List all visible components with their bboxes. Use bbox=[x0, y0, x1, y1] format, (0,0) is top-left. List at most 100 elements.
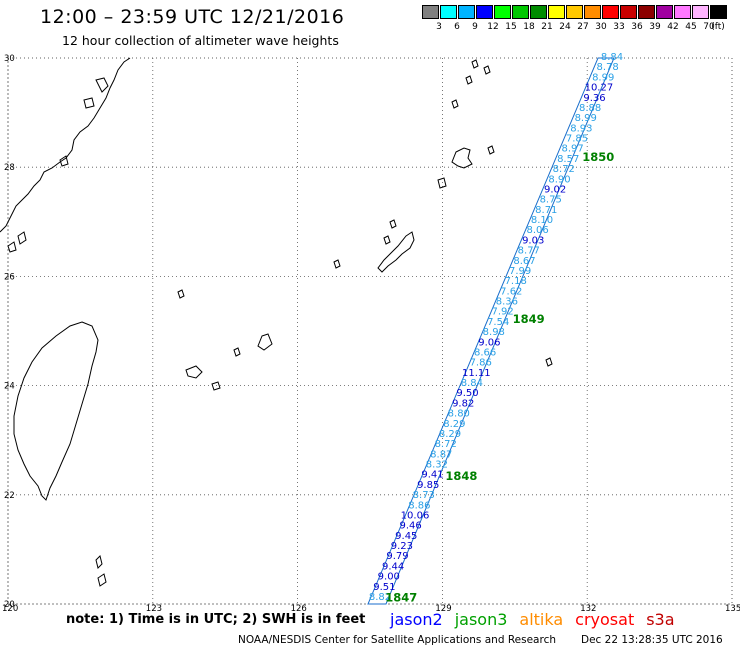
map-subtitle: 12 hour collection of altimeter wave hei… bbox=[62, 33, 339, 48]
legend-value-label: 45 bbox=[685, 22, 697, 32]
tokunoshima-island bbox=[437, 177, 447, 189]
wave-height-value: 9.44 bbox=[382, 561, 404, 572]
wave-height-readings: 8.848.788.9910.279.368.888.998.937.858.9… bbox=[369, 52, 623, 604]
legend-value-label: 42 bbox=[667, 22, 679, 32]
satellite-key: jason2 jason3 altika cryosat s3a bbox=[390, 610, 687, 629]
legend-swatch bbox=[692, 5, 709, 19]
satellite-name-jason2: jason2 bbox=[390, 610, 443, 629]
wave-height-value: 9.50 bbox=[456, 388, 478, 399]
legend-swatch bbox=[584, 5, 601, 19]
small-island-a bbox=[333, 219, 397, 269]
legend-swatch bbox=[422, 5, 439, 19]
legend-value-label: 36 bbox=[631, 22, 643, 32]
map-frame bbox=[7, 57, 733, 605]
wave-height-value: 8.57 bbox=[557, 154, 579, 165]
legend-value-label: 30 bbox=[595, 22, 607, 32]
pass-time-label: 1850 bbox=[582, 150, 614, 164]
wave-height-value: 8.88 bbox=[579, 103, 601, 114]
legend-swatch bbox=[656, 5, 673, 19]
generation-timestamp: Dec 22 13:28:35 UTC 2016 bbox=[581, 634, 723, 646]
amami-island bbox=[451, 147, 473, 169]
satellite-name-cryosat: cryosat bbox=[575, 610, 635, 629]
legend-value-label: 33 bbox=[613, 22, 625, 32]
legend-value-label: 9 bbox=[472, 22, 478, 32]
wave-height-value: 9.03 bbox=[522, 235, 544, 246]
yaeyama-islands bbox=[185, 365, 221, 391]
longitude-tick-label: 129 bbox=[435, 604, 451, 614]
wave-height-value: 9.06 bbox=[478, 337, 500, 348]
coastlines bbox=[0, 57, 553, 587]
wave-height-value: 8.72 bbox=[553, 164, 575, 175]
okinawa-island bbox=[377, 231, 415, 273]
legend-swatch bbox=[638, 5, 655, 19]
latitude-tick-label: 24 bbox=[4, 382, 15, 392]
wave-height-value: 8.71 bbox=[535, 205, 557, 216]
legend-value-label: 24 bbox=[559, 22, 571, 32]
wave-height-value: 9.41 bbox=[421, 470, 443, 481]
legend-swatch bbox=[530, 5, 547, 19]
wave-height-value: 8.86 bbox=[408, 500, 430, 511]
taiwan-coastline bbox=[13, 321, 99, 501]
wave-height-value: 8.99 bbox=[575, 113, 597, 124]
latitude-tick-label: 22 bbox=[4, 491, 15, 501]
pass-time-label: 1848 bbox=[445, 469, 477, 483]
legend-value-label: 6 bbox=[454, 22, 460, 32]
legend-swatch bbox=[602, 5, 619, 19]
legend-swatch bbox=[566, 5, 583, 19]
wave-height-value: 11.11 bbox=[462, 368, 491, 379]
satellite-name-altika: altika bbox=[519, 610, 564, 629]
wave-height-value: 8.84 bbox=[601, 52, 623, 63]
wave-height-value: 9.36 bbox=[583, 93, 605, 104]
wave-height-value: 9.45 bbox=[395, 531, 417, 542]
pass-time-label: 1847 bbox=[385, 590, 417, 604]
legend-value-label: 21 bbox=[541, 22, 553, 32]
legend-value-label: 15 bbox=[505, 22, 517, 32]
latitude-tick-label: 30 bbox=[4, 54, 15, 64]
wave-height-value: 8.06 bbox=[526, 225, 548, 236]
wave-height-value: 7.99 bbox=[509, 266, 531, 277]
wave-height-value: 8.78 bbox=[596, 62, 618, 73]
wave-height-value: 10.06 bbox=[401, 511, 430, 522]
wave-height-value: 7.62 bbox=[500, 286, 522, 297]
wave-height-value: 9.46 bbox=[399, 521, 421, 532]
wave-height-value: 8.72 bbox=[435, 439, 457, 450]
legend-value-label: 12 bbox=[487, 22, 499, 32]
longitude-tick-label: 135 bbox=[725, 604, 740, 614]
wave-height-value: 8.90 bbox=[548, 174, 570, 185]
satellite-name-s3a: s3a bbox=[646, 610, 675, 629]
wave-height-value: 8.77 bbox=[518, 246, 540, 257]
wave-height-value: 8.98 bbox=[483, 327, 505, 338]
wave-height-value: 7.86 bbox=[470, 358, 492, 369]
latitude-tick-label: 26 bbox=[4, 272, 15, 282]
source-credit: NOAA/NESDIS Center for Satellite Applica… bbox=[238, 634, 556, 646]
wave-height-value: 8.67 bbox=[513, 256, 535, 267]
legend-swatch bbox=[620, 5, 637, 19]
legend-swatch bbox=[512, 5, 529, 19]
legend-value-label: 3 bbox=[436, 22, 442, 32]
wave-height-value: 8.99 bbox=[592, 72, 614, 83]
wave-height-value: 8.36 bbox=[496, 297, 518, 308]
china-coastline-islands bbox=[7, 77, 109, 253]
wave-height-value: 7.85 bbox=[566, 134, 588, 145]
wave-height-value: 8.93 bbox=[570, 123, 592, 134]
wave-height-value: 9.85 bbox=[417, 480, 439, 491]
wave-height-value: 8.82 bbox=[369, 592, 391, 603]
wave-height-value: 8.10 bbox=[531, 215, 553, 226]
longitude-tick-label: 132 bbox=[580, 604, 596, 614]
wave-height-value: 7.92 bbox=[491, 307, 513, 318]
miyako-island bbox=[257, 333, 273, 351]
lat-lon-grid bbox=[7, 57, 733, 605]
wave-height-value: 8.29 bbox=[443, 419, 465, 430]
wave-height-value: 9.82 bbox=[452, 398, 474, 409]
legend-swatch bbox=[440, 5, 457, 19]
batan-islands bbox=[95, 555, 107, 587]
wave-height-value: 9.23 bbox=[391, 541, 413, 552]
pass-time-label: 1849 bbox=[513, 312, 545, 326]
wave-height-value: 8.29 bbox=[439, 429, 461, 440]
longitude-tick-label: 126 bbox=[291, 604, 307, 614]
satellite-track-strip bbox=[367, 57, 615, 605]
map-title: 12:00 – 23:59 UTC 12/21/2016 bbox=[40, 6, 345, 28]
latitude-tick-label: 20 bbox=[4, 600, 15, 610]
wave-height-value: 8.75 bbox=[540, 195, 562, 206]
